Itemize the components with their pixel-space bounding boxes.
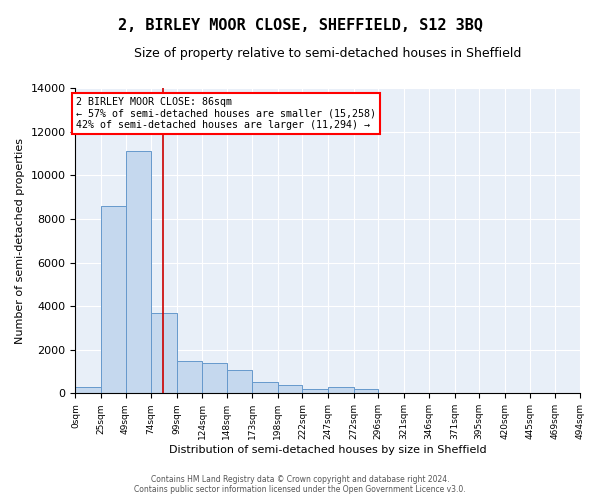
Bar <box>353 390 378 394</box>
Bar <box>302 389 328 394</box>
Text: Contains HM Land Registry data © Crown copyright and database right 2024.
Contai: Contains HM Land Registry data © Crown c… <box>134 474 466 494</box>
Bar <box>328 387 353 394</box>
Bar <box>151 312 176 394</box>
X-axis label: Distribution of semi-detached houses by size in Sheffield: Distribution of semi-detached houses by … <box>169 445 487 455</box>
Y-axis label: Number of semi-detached properties: Number of semi-detached properties <box>15 138 25 344</box>
Bar <box>76 387 101 394</box>
Bar <box>227 370 252 394</box>
Bar <box>101 206 125 394</box>
Title: Size of property relative to semi-detached houses in Sheffield: Size of property relative to semi-detach… <box>134 48 521 60</box>
Text: 2 BIRLEY MOOR CLOSE: 86sqm
← 57% of semi-detached houses are smaller (15,258)
42: 2 BIRLEY MOOR CLOSE: 86sqm ← 57% of semi… <box>76 97 376 130</box>
Bar <box>176 360 202 394</box>
Bar <box>252 382 278 394</box>
Bar <box>278 385 302 394</box>
Text: 2, BIRLEY MOOR CLOSE, SHEFFIELD, S12 3BQ: 2, BIRLEY MOOR CLOSE, SHEFFIELD, S12 3BQ <box>118 18 482 32</box>
Bar <box>202 364 227 394</box>
Bar <box>125 152 151 394</box>
